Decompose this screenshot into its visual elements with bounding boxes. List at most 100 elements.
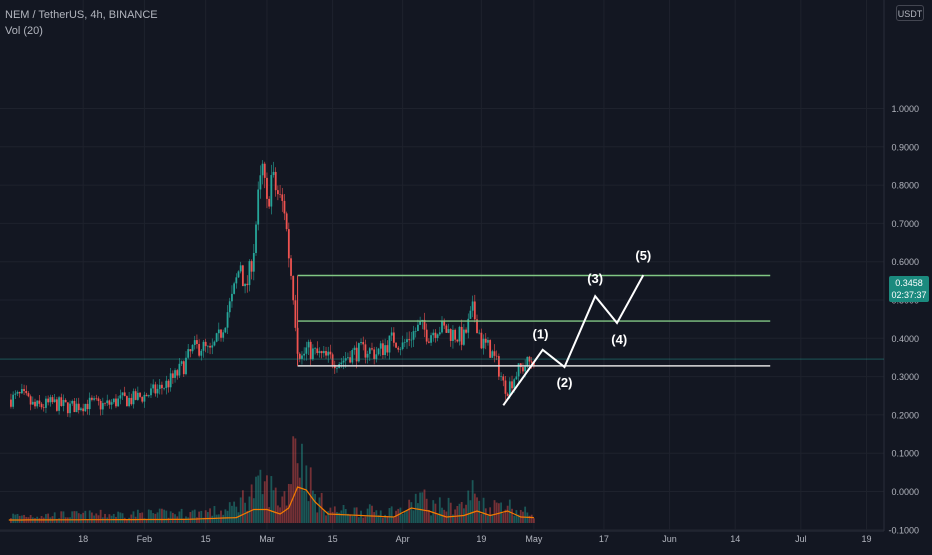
candle-body [259, 175, 262, 190]
candle-body [156, 388, 159, 394]
volume-bar [233, 501, 236, 523]
volume-bar [257, 475, 260, 523]
volume-bar [406, 510, 408, 523]
volume-bar [285, 505, 288, 523]
candle-body [112, 398, 115, 403]
volume-bar [312, 490, 314, 523]
currency-unit-button[interactable]: USDT [896, 5, 924, 21]
candle-body [340, 362, 343, 365]
candle-body [117, 398, 120, 407]
candle-body [217, 329, 220, 334]
volume-bar [325, 515, 327, 523]
volume-bar [482, 497, 485, 523]
candle-body [471, 301, 474, 311]
candle-body [174, 370, 176, 378]
volume-bar [340, 510, 343, 523]
volume-bar [410, 502, 413, 523]
last-price-tag: 0.3458 02:37:37 [889, 276, 929, 302]
volume-bar [250, 484, 253, 523]
candle-body [14, 393, 17, 395]
candle-body [318, 351, 321, 354]
volume-bar [392, 517, 395, 523]
candle-body [93, 398, 95, 400]
candle-body [167, 380, 170, 388]
wave-projection-path[interactable] [502, 274, 645, 406]
volume-bar [136, 509, 139, 523]
volume-bar [196, 517, 198, 523]
volume-indicator-label[interactable]: Vol (20) [5, 25, 43, 37]
candle-body [410, 339, 413, 341]
volume-bar [167, 517, 170, 523]
candle-body [185, 357, 187, 375]
candle-body [69, 403, 71, 414]
volume-bar [248, 496, 251, 523]
candle-body [504, 380, 507, 394]
axis-layer[interactable]: 1.00000.90000.80000.70000.60000.50000.40… [78, 104, 919, 550]
volume-bar [104, 513, 106, 523]
candle-body [285, 213, 288, 230]
candle-body [384, 345, 387, 356]
candle-body [355, 347, 358, 362]
candle-body [368, 348, 371, 354]
volume-bar [484, 508, 487, 523]
candle-body [357, 343, 360, 362]
candle-body [423, 319, 426, 330]
x-tick-label: Jun [662, 534, 677, 544]
candle-body [447, 329, 450, 333]
candle-body [115, 398, 117, 407]
candle-body [406, 339, 408, 343]
volume-bar [12, 513, 15, 523]
candle-body [371, 348, 373, 350]
candle-body [399, 349, 402, 350]
candle-body [80, 408, 82, 411]
volume-bar [390, 506, 393, 523]
volume-bar [180, 508, 183, 523]
candle-body [454, 329, 457, 340]
candle-body [224, 327, 227, 333]
overlay-layer[interactable]: (1) (2) (3) (4) (5) [502, 248, 651, 406]
candle-body [99, 401, 102, 410]
candle-body [353, 347, 356, 351]
volume-bar [163, 509, 166, 523]
volume-bar [231, 505, 233, 523]
volume-bar [417, 503, 419, 523]
volume-bar [158, 508, 161, 523]
volume-layer [8, 436, 535, 523]
volume-bar [189, 512, 192, 523]
volume-bar [14, 514, 17, 523]
symbol-title[interactable]: NEM / TetherUS, 4h, BINANCE [5, 9, 158, 21]
candle-body [255, 224, 257, 253]
candle-body [305, 347, 308, 354]
volume-bar [141, 512, 144, 523]
volume-bar [382, 517, 384, 523]
candle-body [222, 332, 225, 338]
volume-bar [112, 513, 115, 523]
volume-bar [327, 511, 330, 523]
candle-body [42, 407, 45, 408]
candle-body [272, 171, 275, 176]
candle-body [108, 400, 111, 405]
volume-bar [209, 508, 211, 523]
volume-bar [533, 518, 535, 523]
volume-bar [23, 514, 25, 523]
volume-bar [524, 506, 527, 523]
candle-body [143, 394, 146, 402]
volume-bar [161, 508, 163, 523]
candle-body [495, 355, 498, 357]
volume-bar [34, 518, 36, 523]
volume-bar [419, 492, 422, 523]
candle-body [241, 265, 244, 287]
candle-body [469, 310, 472, 319]
candle-body [360, 342, 362, 344]
level-layer[interactable] [0, 274, 884, 367]
volume-bar [480, 514, 483, 523]
volume-bar [279, 507, 281, 523]
candle-body [261, 163, 264, 176]
candle-body [60, 397, 63, 406]
volume-bar [362, 517, 365, 523]
candle-body [489, 340, 492, 358]
volume-bar [528, 515, 531, 523]
wave-label: (3) [587, 271, 603, 286]
